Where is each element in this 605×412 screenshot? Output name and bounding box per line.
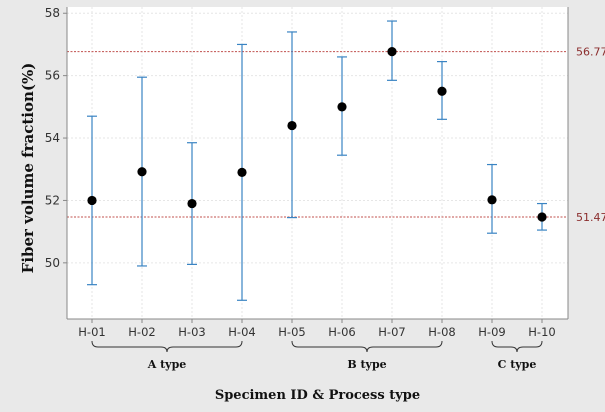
x-tick-label: H-03 bbox=[178, 325, 205, 339]
group-bracket bbox=[91, 340, 243, 353]
data-point bbox=[387, 47, 397, 57]
x-tick-label: H-07 bbox=[378, 325, 405, 339]
x-tick-label: H-06 bbox=[328, 325, 355, 339]
x-tick-label: H-09 bbox=[478, 325, 505, 339]
y-axis-title: Fiber volume fraction(%) bbox=[19, 63, 37, 274]
data-point bbox=[437, 86, 447, 96]
data-point bbox=[337, 102, 347, 112]
reference-line-label: 56.77 bbox=[576, 46, 605, 59]
x-tick-label: H-08 bbox=[428, 325, 455, 339]
reference-lines: 56.77 51.47 bbox=[67, 46, 605, 224]
data-point bbox=[487, 195, 497, 205]
group-brackets: A type B type C type bbox=[91, 340, 543, 371]
group-label: B type bbox=[347, 358, 386, 371]
y-tick-label: 56 bbox=[45, 69, 60, 83]
x-tick-label: H-10 bbox=[528, 325, 555, 339]
group-label: A type bbox=[147, 358, 187, 371]
x-tick-label: H-02 bbox=[128, 325, 155, 339]
plot-area bbox=[67, 7, 568, 319]
reference-line-label: 51.47 bbox=[576, 211, 605, 224]
x-tick-label: H-04 bbox=[228, 325, 255, 339]
data-points bbox=[87, 47, 547, 222]
x-tick-label: H-05 bbox=[278, 325, 305, 339]
y-tick-label: 50 bbox=[45, 256, 60, 270]
y-tick-label: 52 bbox=[45, 193, 60, 207]
group-bracket bbox=[291, 340, 443, 353]
data-point bbox=[87, 195, 97, 206]
group-bracket bbox=[491, 340, 543, 353]
data-point bbox=[137, 167, 147, 177]
x-tick-label: H-01 bbox=[78, 325, 105, 339]
y-tick-label: 54 bbox=[45, 131, 60, 145]
data-point bbox=[287, 120, 297, 131]
y-tick-label: 58 bbox=[45, 6, 60, 20]
data-point bbox=[237, 167, 247, 177]
axes: 50 52 54 56 58 H-01 H-02 H-03 H-04 H-05 H-06 H-07 H-… bbox=[45, 6, 569, 339]
x-axis-title: Specimen ID & Process type bbox=[215, 388, 420, 403]
group-label: C type bbox=[498, 358, 537, 371]
data-point bbox=[537, 212, 547, 222]
data-point bbox=[187, 198, 197, 209]
